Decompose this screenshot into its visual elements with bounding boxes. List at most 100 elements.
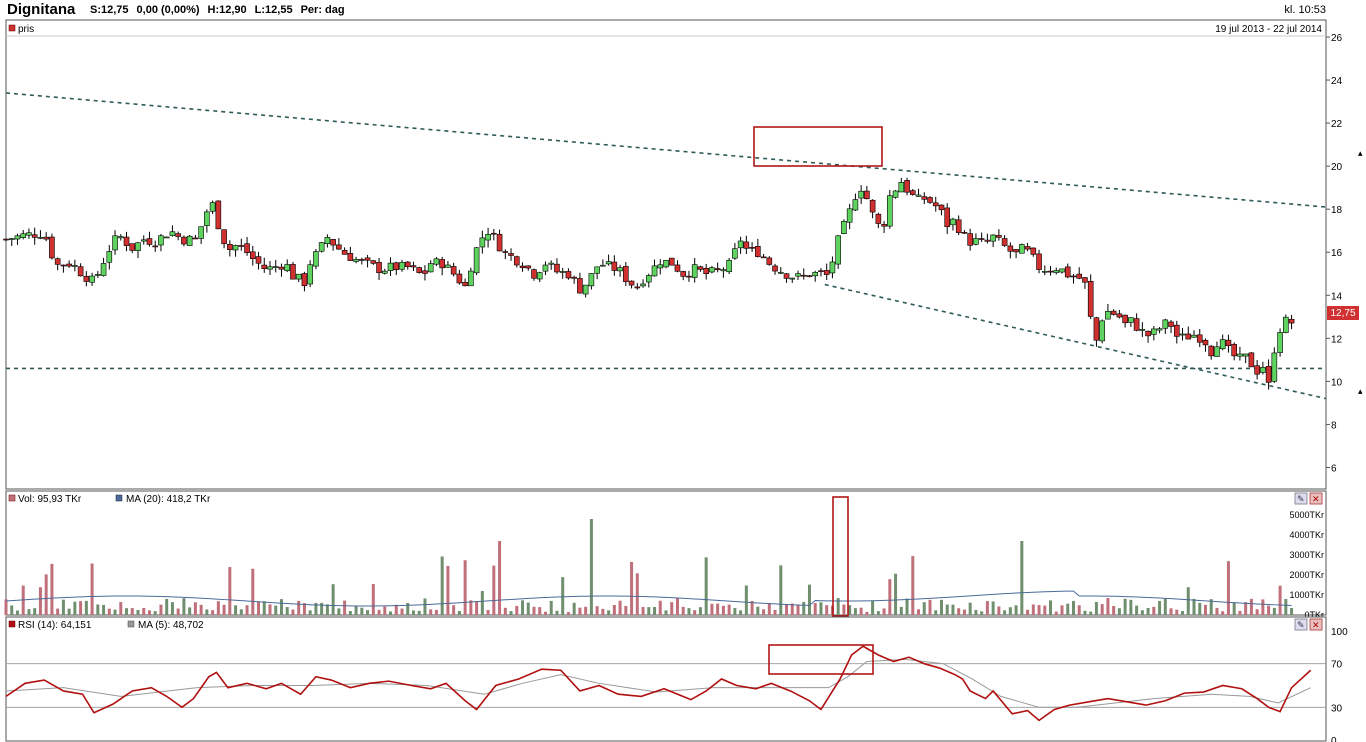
rsi-highlight-box [768, 644, 874, 675]
candle-body [204, 211, 210, 226]
volume-bar [762, 609, 766, 615]
volume-bar [739, 610, 743, 615]
candle-body [473, 247, 480, 274]
candle-body [158, 235, 164, 246]
candle-body [381, 270, 388, 274]
volume-bar [245, 605, 249, 615]
volume-bar [314, 602, 318, 615]
vol-legend-swatch [8, 494, 16, 502]
candle-body [1007, 245, 1014, 252]
volume-bar [67, 608, 71, 615]
candle-body [663, 259, 669, 268]
candle-body [284, 264, 291, 272]
volume-bar [475, 601, 479, 615]
candle-body [559, 271, 566, 273]
volume-bar [1066, 603, 1070, 615]
trendlines [5, 92, 1327, 400]
candle-body [232, 245, 239, 251]
volume-bar [1284, 599, 1288, 615]
volume-bar [1003, 610, 1007, 615]
candle-body [1030, 247, 1037, 255]
last-price-tag: 12,75 [1330, 308, 1355, 319]
candle-body [548, 262, 555, 265]
candle-body [1156, 328, 1163, 331]
volume-bar [1123, 598, 1127, 615]
price-legend-swatch [8, 24, 16, 32]
candle-body [49, 236, 55, 259]
candle-body [376, 262, 382, 273]
rsi-ma-line [5, 658, 1311, 708]
rsi-settings-icon[interactable]: ✎ [1294, 618, 1308, 631]
candle-body [491, 232, 497, 235]
price-change: 0,00 (0,00%) [136, 4, 200, 16]
volume-bar [44, 574, 48, 615]
volume-tick-label: 4000TKr [1289, 530, 1324, 540]
volume-bar [985, 601, 989, 615]
volume-bar [50, 563, 54, 615]
date-range: 19 jul 2013 - 22 jul 2014 [1215, 24, 1322, 35]
candle-body [60, 264, 67, 267]
volume-bar [239, 609, 243, 615]
candle-body [571, 276, 577, 279]
volume-bar [653, 607, 657, 615]
volume-bar [939, 599, 943, 615]
candle-body [1196, 334, 1203, 343]
volume-settings-icon[interactable]: ✎ [1294, 492, 1308, 505]
volume-bar [205, 609, 209, 615]
candle-body [341, 250, 348, 255]
rsi-close-icon[interactable]: ✕ [1309, 618, 1323, 631]
volume-bar [302, 603, 306, 615]
volume-bar [297, 600, 301, 615]
candle-body [152, 245, 159, 248]
candle-body [3, 238, 9, 241]
candle-body [996, 235, 1002, 238]
candle-body [554, 263, 560, 273]
candle-body [8, 238, 15, 240]
volume-y-axis: 5000TKr 4000TKr 3000TKr 2000TKr 1000TKr 0TKr [1289, 510, 1324, 620]
candle-body [272, 266, 279, 268]
volume-tick-label: 1000TKr [1289, 590, 1324, 600]
candle-body [887, 195, 893, 227]
candle-body [542, 264, 549, 272]
candle-body [640, 283, 646, 287]
volume-bar [612, 604, 616, 615]
candle-body [95, 274, 101, 276]
volume-bar [853, 608, 857, 615]
volume-bar [90, 563, 94, 615]
candle-body [1162, 319, 1169, 329]
candle-body [737, 240, 744, 249]
volume-bar [446, 565, 450, 615]
candle-body [1219, 339, 1226, 350]
volume-bar [463, 560, 467, 615]
volume-bar [911, 556, 915, 615]
volume-bar [635, 573, 639, 615]
candle-body [404, 261, 411, 267]
candle-body [1087, 281, 1094, 317]
candle-body [978, 238, 985, 240]
candle-body [955, 219, 962, 233]
candle-body [359, 259, 365, 261]
rsi-tick-label: 30 [1331, 703, 1343, 714]
vol-ma-legend-swatch [115, 494, 123, 502]
volume-bar [578, 607, 582, 615]
volume-bar [27, 609, 31, 615]
rsi-ma-legend-label: MA (5): 48,702 [138, 620, 204, 631]
price-tick-label: 20 [1331, 162, 1343, 173]
candle-body [508, 253, 514, 256]
price-tick-label: 24 [1331, 76, 1343, 87]
volume-bar [538, 607, 542, 615]
volume-bar [1232, 602, 1236, 615]
candle-body [1231, 343, 1237, 357]
candle-body [582, 284, 589, 295]
volume-bar [337, 608, 341, 615]
candle-body [892, 190, 899, 198]
volume-bar [549, 600, 553, 615]
candle-body [336, 244, 342, 250]
volume-close-icon[interactable]: ✕ [1309, 492, 1323, 505]
volume-bar [262, 601, 266, 615]
volume-bar [681, 606, 685, 615]
candle-body [1202, 339, 1209, 346]
volume-bar [308, 610, 312, 615]
price-tick-label: 16 [1331, 248, 1343, 259]
